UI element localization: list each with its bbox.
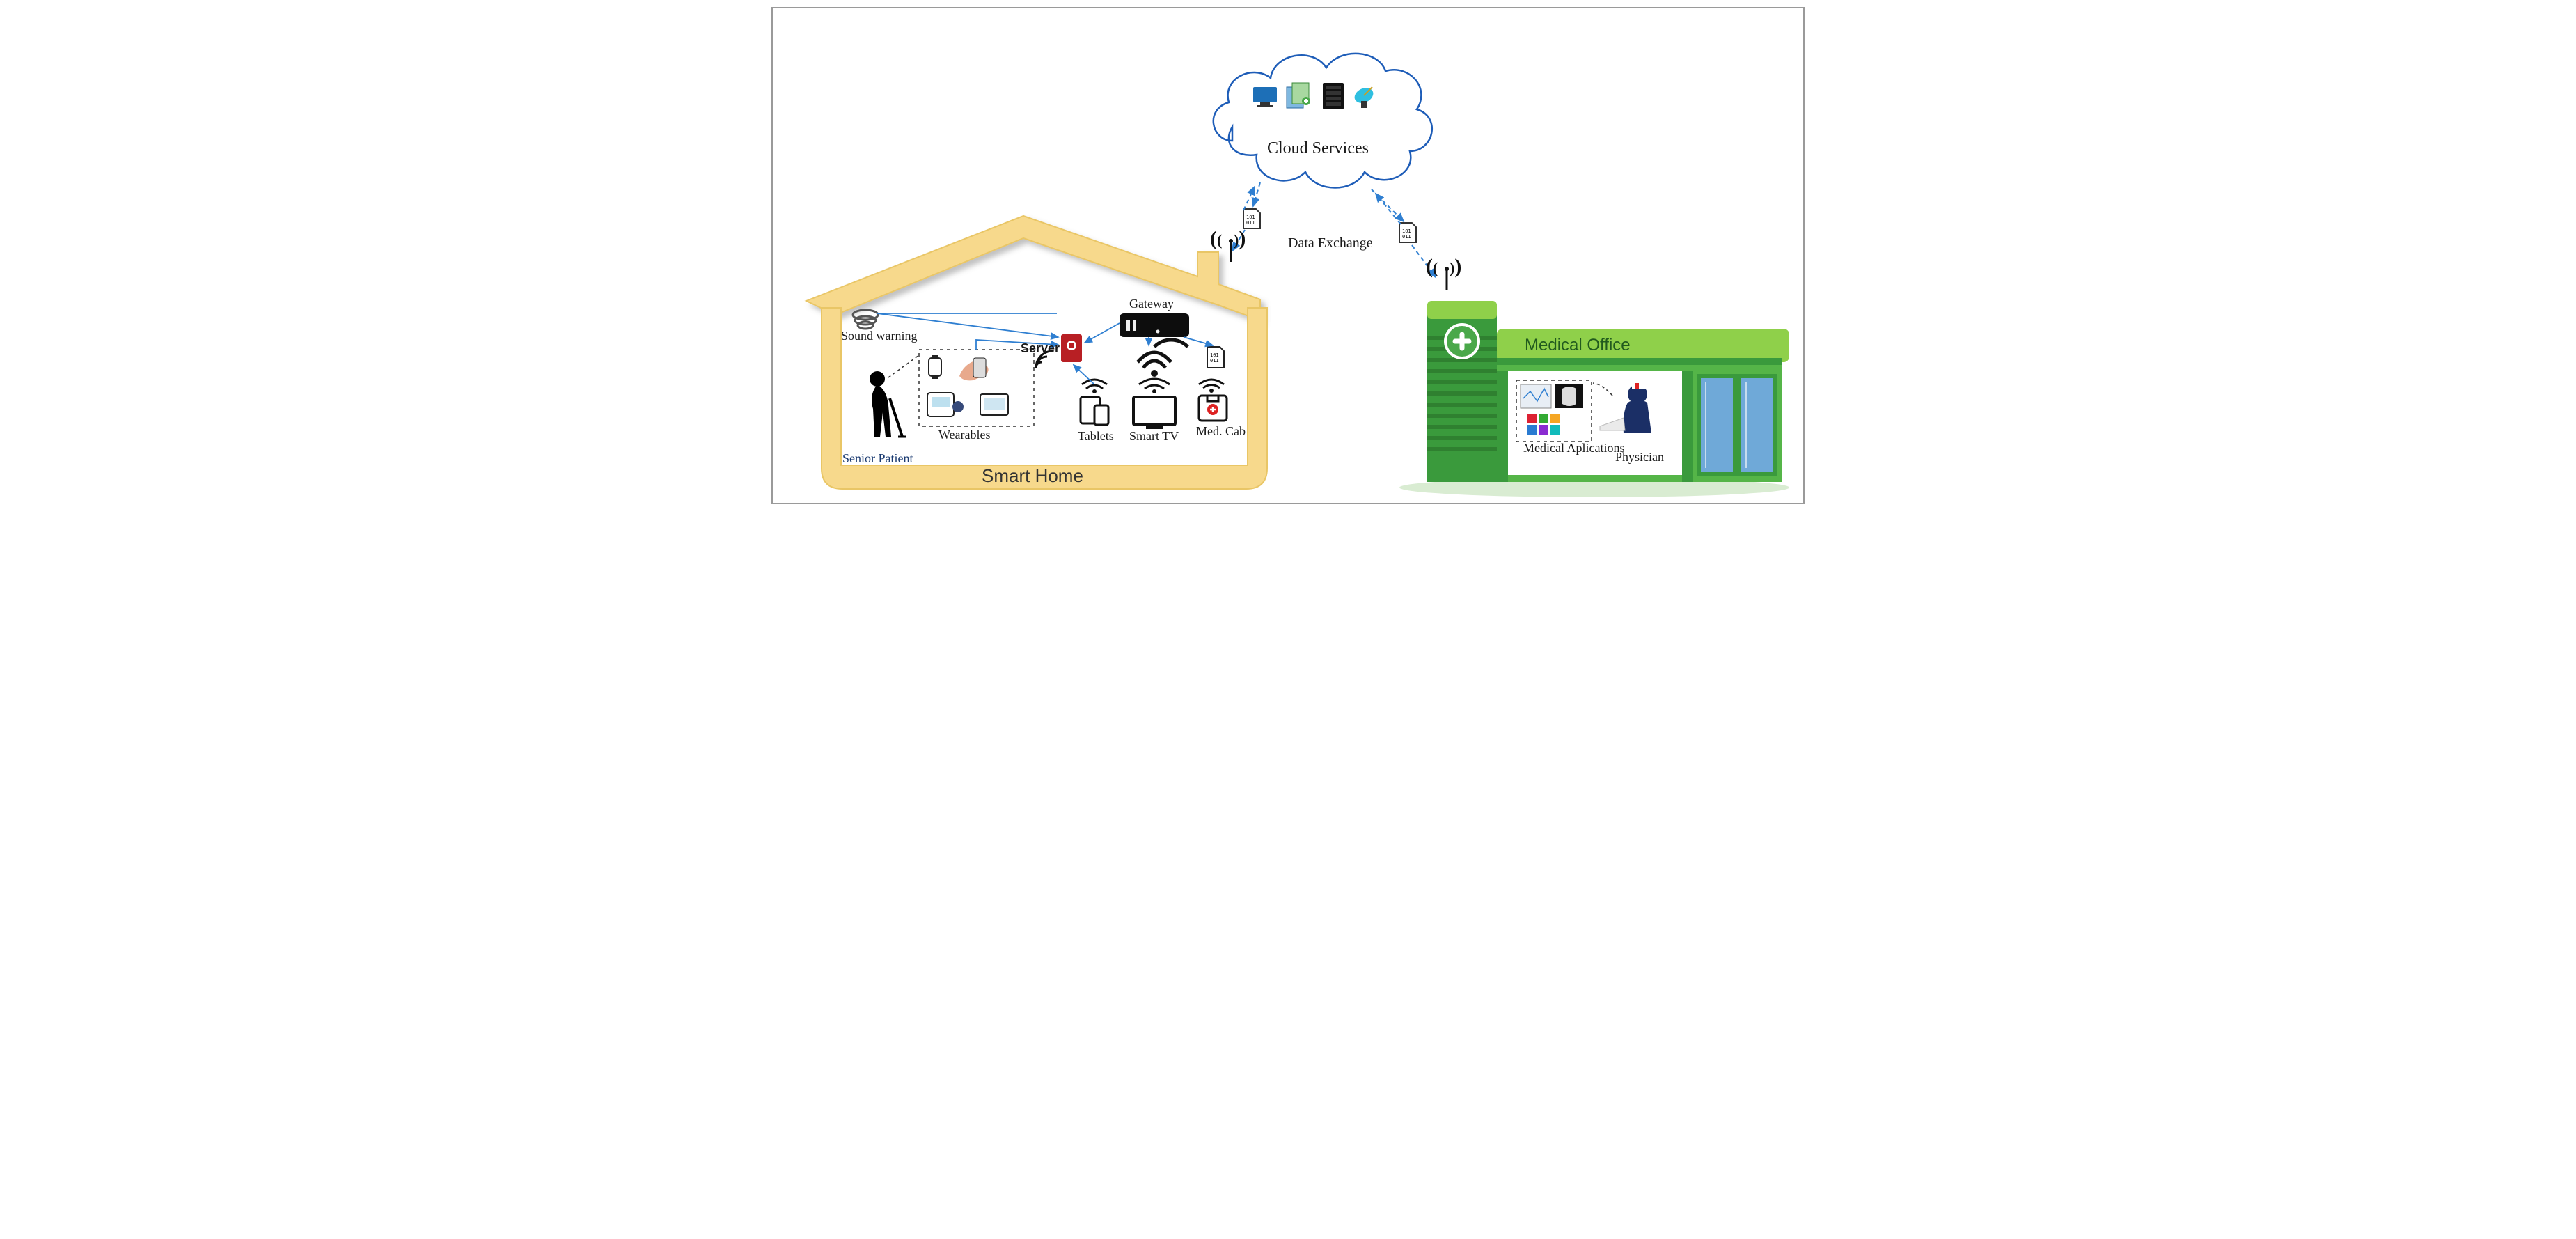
svg-text:101: 101: [1210, 352, 1219, 358]
svg-text:011: 011: [1402, 234, 1411, 240]
data-file-icon: 101 011: [1207, 347, 1224, 368]
medical-office: [1399, 301, 1789, 497]
sound-warning-icon: [853, 310, 878, 329]
tablets-icon: [1081, 380, 1108, 425]
med-cab-icon: [1199, 380, 1227, 421]
tablets-label: Tablets: [1078, 429, 1114, 444]
medical-apps-label: Medical Aplications: [1523, 442, 1624, 455]
smart-tv-icon: [1133, 379, 1175, 429]
svg-text:((: ((: [1210, 227, 1222, 250]
svg-text:011: 011: [1210, 358, 1219, 364]
server-icon: [1061, 334, 1082, 362]
wearables-label: Wearables: [938, 428, 991, 442]
diagram-frame: 101 011 101 011 (( )) (( )): [771, 7, 1805, 504]
medcab-label: Med. Cab: [1196, 425, 1246, 439]
svg-text:)): )): [1234, 227, 1246, 250]
gateway-label: Gateway: [1129, 297, 1174, 311]
svg-text:((: ((: [1426, 255, 1438, 278]
gateway-icon: [1120, 313, 1189, 337]
cloud-label: Cloud Services: [1267, 139, 1369, 158]
svg-text:101: 101: [1246, 215, 1255, 220]
server-label: Server: [1021, 341, 1060, 356]
svg-text:011: 011: [1246, 220, 1255, 226]
senior-patient-label: Senior Patient: [842, 451, 913, 466]
data-exchange-label: Data Exchange: [1288, 235, 1373, 251]
cloud-services: [1214, 54, 1432, 188]
antenna-office: (( )): [1426, 255, 1461, 290]
smarttv-label: Smart TV: [1129, 429, 1179, 444]
physician-label: Physician: [1615, 450, 1664, 465]
svg-text:101: 101: [1402, 228, 1411, 234]
data-file-left: 101 011: [1243, 209, 1260, 228]
sound-warning-label: Sound warning: [841, 329, 918, 343]
diagram-svg: 101 011 101 011 (( )) (( )): [773, 8, 1803, 503]
smart-home-title: Smart Home: [982, 465, 1083, 487]
svg-text:)): )): [1450, 255, 1461, 278]
senior-patient-icon: [870, 371, 906, 437]
wearables-icons: [927, 355, 1008, 416]
medical-office-title: Medical Office: [1525, 336, 1631, 355]
data-file-right: 101 011: [1399, 223, 1416, 242]
wifi-hub-icon: [1138, 330, 1188, 377]
